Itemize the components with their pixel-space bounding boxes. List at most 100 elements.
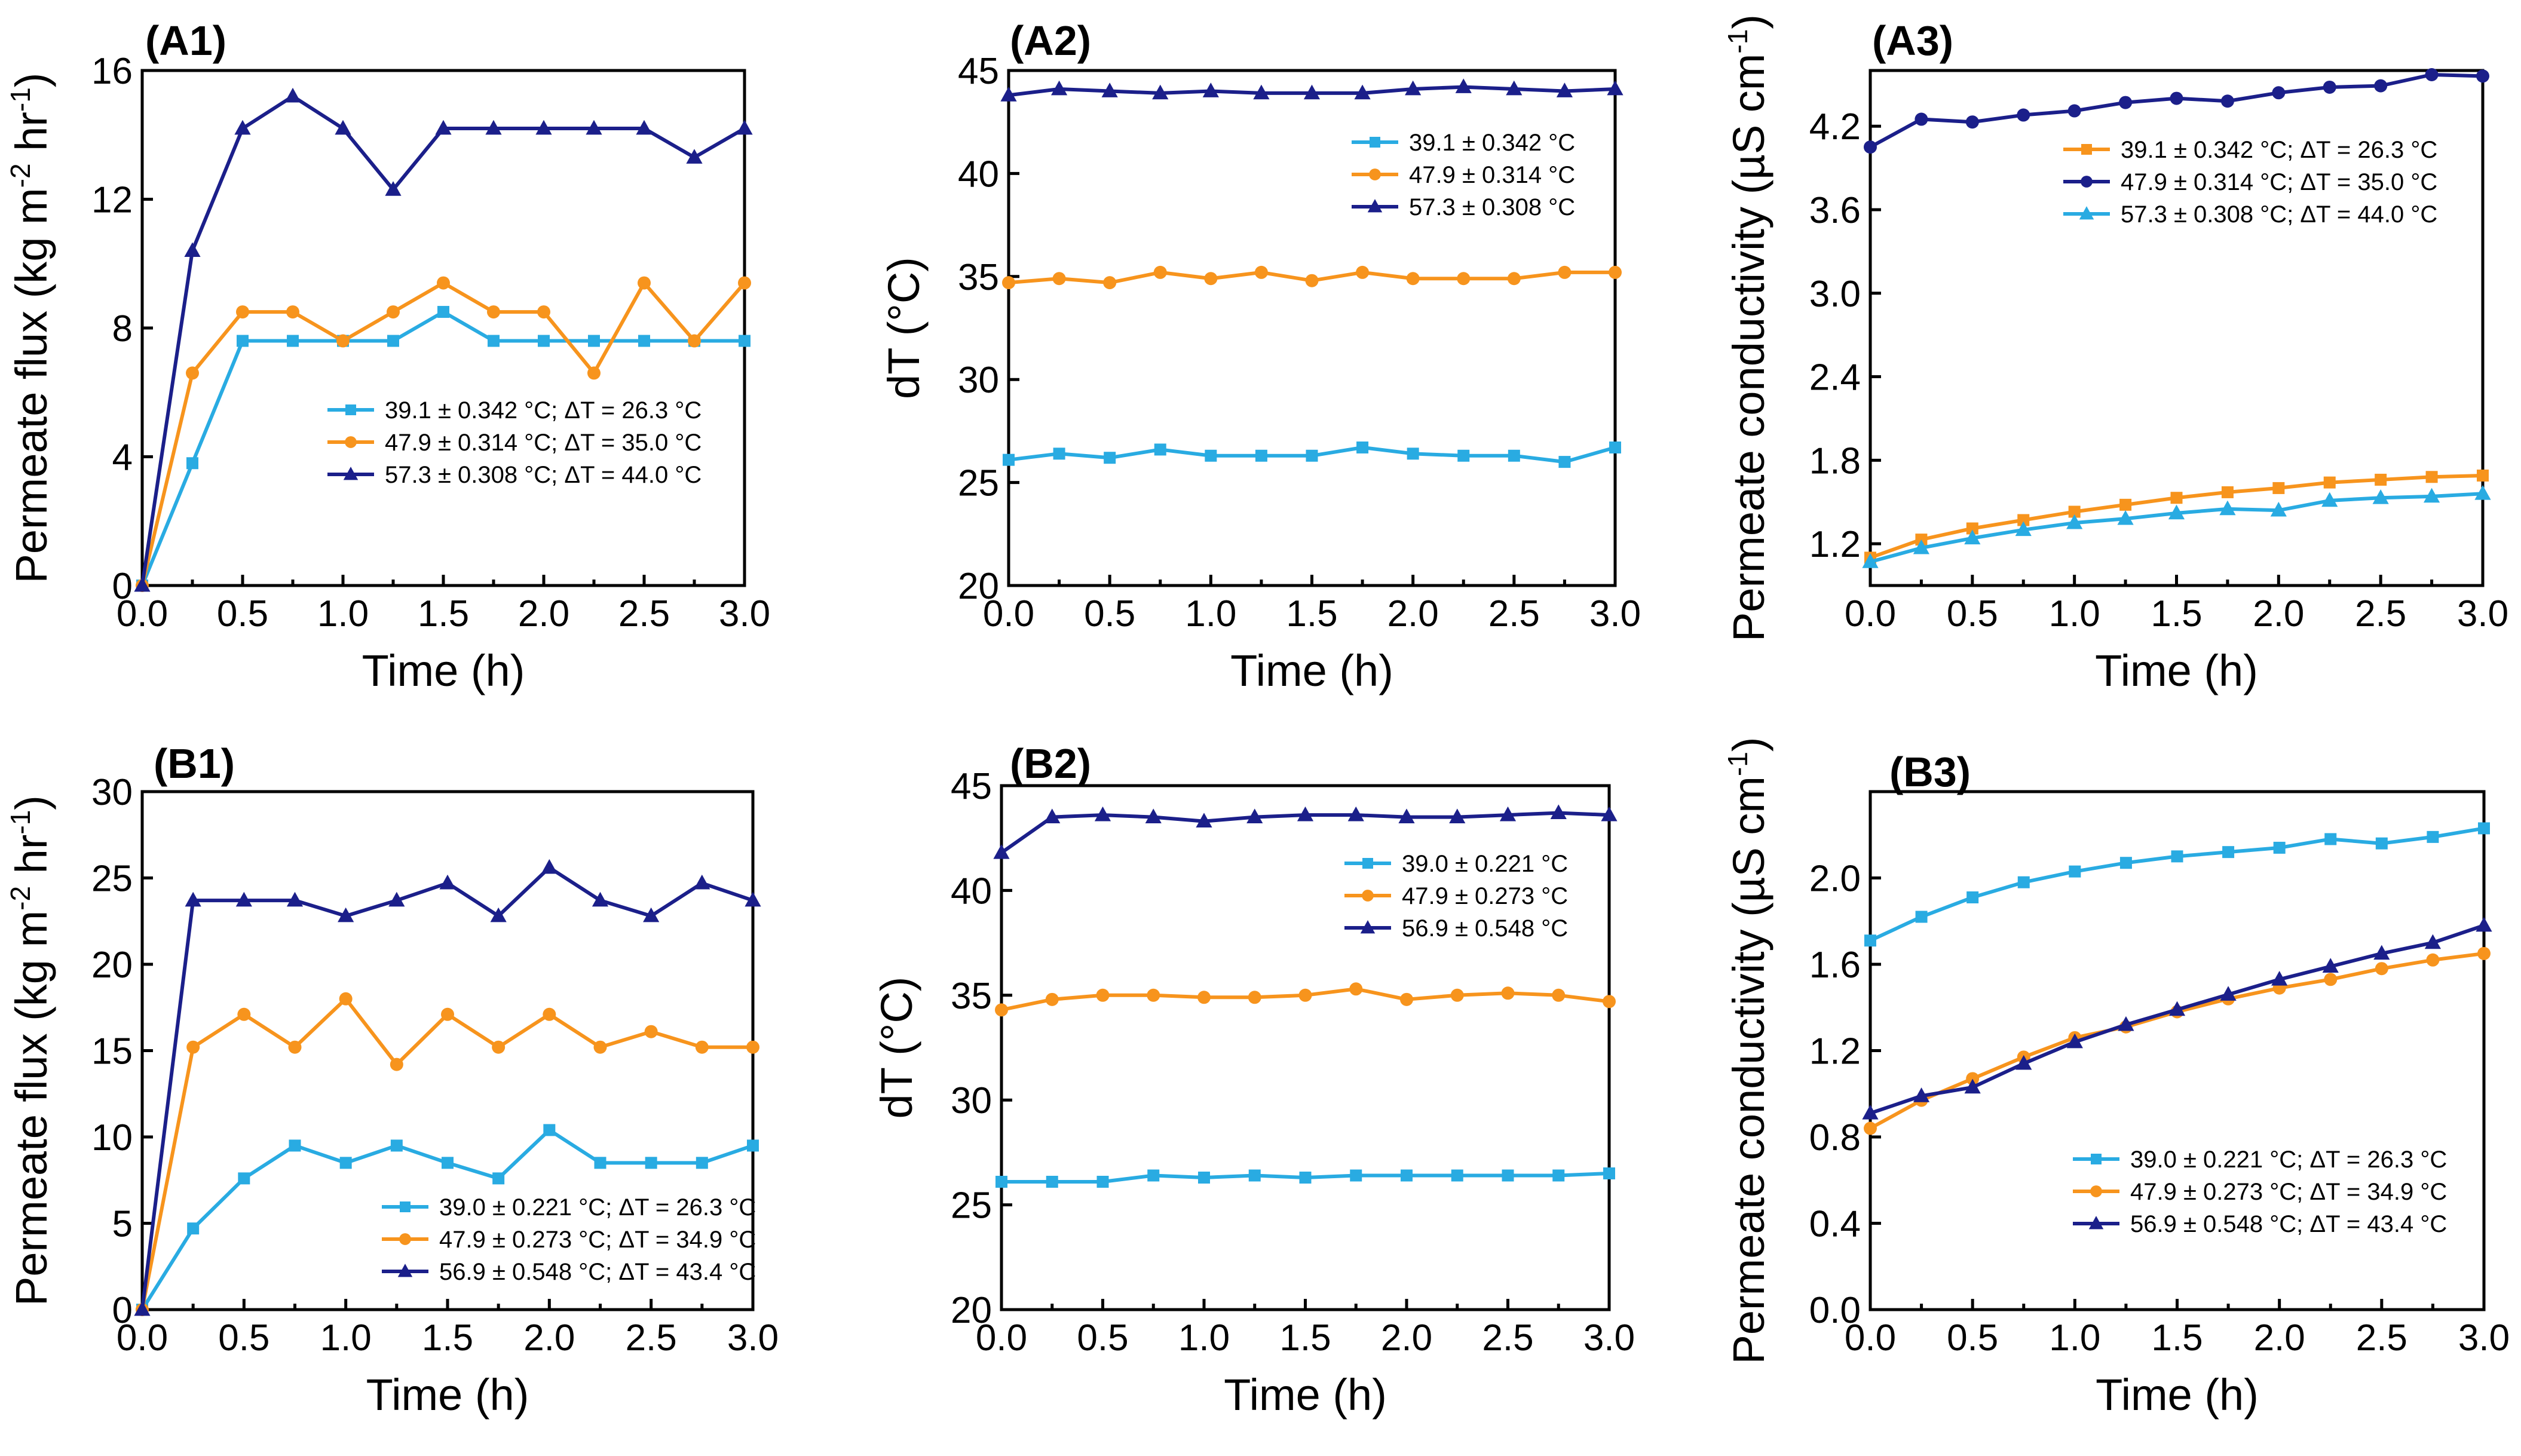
x-axis-label: Time (h): [362, 646, 525, 695]
data-point: [644, 1025, 658, 1038]
data-point: [186, 1040, 200, 1054]
data-point: [1306, 449, 1318, 462]
data-point: [593, 1040, 607, 1054]
data-point: [1297, 806, 1314, 822]
y-tick-label: 3.0: [1809, 274, 1861, 315]
data-point: [485, 119, 502, 135]
x-tick-label: 2.0: [2253, 593, 2304, 634]
legend-marker: [343, 467, 359, 480]
data-point: [1451, 1169, 1463, 1182]
y-axis-label-part: hr: [7, 112, 56, 163]
data-point: [1966, 522, 1978, 535]
series-1: [1864, 469, 2489, 564]
y-tick-label: 20: [951, 1290, 992, 1331]
data-point: [2270, 501, 2287, 517]
series-3: [134, 87, 753, 592]
data-point: [288, 1040, 302, 1054]
legend-entry: 47.9 ± 0.314 °C: [1409, 162, 1575, 188]
legend-entry: 47.9 ± 0.273 °C: [1402, 883, 1568, 909]
data-point: [1455, 78, 1472, 93]
y-tick-label: 0: [112, 566, 133, 607]
data-point: [1501, 986, 1515, 1000]
x-tick-label: 0.5: [218, 1317, 269, 1359]
data-point: [1096, 988, 1110, 1002]
series-1: [995, 1167, 1615, 1188]
data-point: [1506, 80, 1523, 96]
data-point: [2474, 485, 2491, 500]
legend-entry: 39.1 ± 0.342 °C; ΔT = 26.3 °C: [2121, 137, 2437, 163]
data-point: [1864, 140, 1877, 154]
y-tick-label: 25: [951, 1185, 992, 1227]
legend-marker: [2091, 1154, 2102, 1164]
data-point: [1205, 449, 1217, 462]
data-point: [338, 907, 354, 922]
y-axis-label-part: hr: [7, 835, 56, 886]
data-point: [543, 1007, 556, 1021]
data-point: [1964, 1078, 1981, 1094]
legend-marker: [399, 1233, 411, 1245]
data-point: [2375, 962, 2388, 976]
y-axis-label-part: ): [1724, 14, 1773, 29]
y-axis-label-part: ): [1724, 737, 1773, 752]
chart-b2: (B2) 0.0 0.5 1.0 1.5 2.0 2.5 3.0 20 25 30 35 40 45 Tim…: [872, 740, 1635, 1420]
data-point: [2476, 69, 2489, 83]
data-point: [2373, 945, 2390, 960]
y-tick-label: 2.4: [1809, 357, 1861, 399]
data-point: [1052, 272, 1066, 286]
y-tick-label: 45: [958, 51, 999, 92]
y-axis-label-superscript: -2: [5, 886, 36, 911]
data-point: [2272, 482, 2285, 494]
data-point: [1499, 806, 1517, 822]
data-point: [645, 1157, 657, 1169]
x-tick-label: 1.0: [1178, 1317, 1230, 1359]
data-point: [184, 242, 201, 258]
data-point: [235, 891, 252, 907]
data-point: [2425, 471, 2438, 483]
data-point: [1255, 449, 1267, 462]
data-point: [2220, 986, 2237, 1001]
legend-marker: [1360, 920, 1376, 934]
data-point: [2119, 96, 2133, 109]
data-point: [1003, 453, 1015, 466]
data-point: [1347, 806, 1364, 822]
y-tick-label: 5: [112, 1204, 133, 1245]
legend: 39.0 ± 0.221 °C; ΔT = 26.3 °C 47.9 ± 0.27…: [2073, 1147, 2447, 1237]
legend-marker: [1370, 137, 1380, 148]
data-point: [538, 335, 550, 347]
data-point: [1502, 1169, 1514, 1182]
data-point: [686, 149, 703, 164]
legend-marker: [1369, 168, 1381, 180]
y-tick-label: 20: [958, 566, 999, 607]
data-point: [2427, 830, 2439, 843]
legend-marker: [2079, 206, 2094, 220]
data-point: [2119, 498, 2132, 511]
data-point: [2323, 476, 2336, 489]
data-point: [1000, 87, 1017, 102]
series-3: [1862, 916, 2492, 1120]
y-axis-label: dT (°C): [872, 977, 921, 1119]
data-point: [537, 305, 550, 319]
x-tick-label: 3.0: [727, 1317, 779, 1359]
data-point: [535, 119, 552, 135]
x-tick-label: 1.0: [2049, 1317, 2100, 1359]
data-point: [1197, 991, 1211, 1004]
y-axis-label: dT (°C): [879, 257, 929, 399]
data-point: [385, 181, 402, 196]
y-tick-label: 4.2: [1809, 106, 1861, 148]
x-tick-label: 3.0: [1583, 1317, 1635, 1359]
y-tick-label: 0.0: [1809, 1290, 1861, 1331]
data-point: [747, 1139, 759, 1152]
legend-entry: 39.1 ± 0.342 °C: [1409, 130, 1575, 156]
y-axis-label-part: ): [7, 73, 56, 88]
x-tick-label: 2.5: [618, 593, 670, 634]
x-tick-label: 0.5: [217, 593, 268, 634]
data-point: [238, 1172, 250, 1185]
legend-marker: [1367, 199, 1383, 213]
y-axis-label: Permeate conductivity (µS cm-1): [1722, 737, 1773, 1365]
legend-marker: [2090, 1185, 2102, 1197]
x-tick-label: 0.5: [1084, 593, 1135, 634]
data-point: [1046, 1176, 1058, 1188]
data-point: [1406, 272, 1420, 286]
y-tick-label: 3.6: [1809, 190, 1861, 231]
x-tick-label: 2.0: [523, 1317, 575, 1359]
